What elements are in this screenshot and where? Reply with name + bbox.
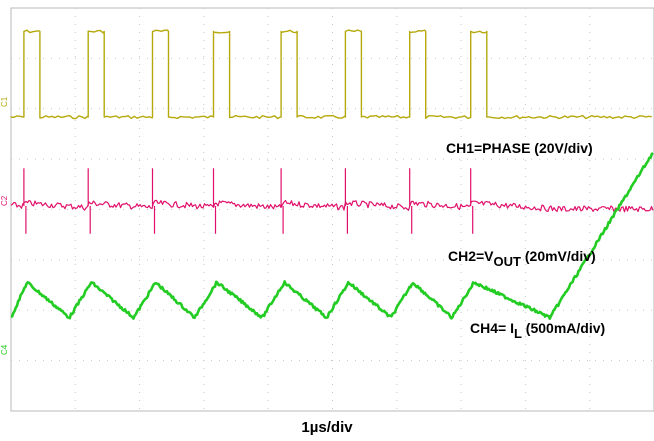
- channel-marker: C2: [0, 195, 9, 206]
- channel-marker: C1: [0, 96, 9, 107]
- ch4-label: CH4= IL (500mA/div): [470, 320, 605, 341]
- traces: [10, 29, 654, 320]
- x-axis-label: 1µs/div: [301, 419, 353, 436]
- ch1-label: CH1=PHASE (20V/div): [446, 140, 593, 156]
- ch1-trace: [10, 29, 652, 120]
- channel-marker: C4: [0, 344, 9, 355]
- plot-area: [10, 7, 654, 412]
- ch2-label: CH2=VOUT (20mV/div): [448, 248, 596, 269]
- ch4-trace: [10, 152, 654, 320]
- ch2-trace: [10, 168, 654, 234]
- channel-markers: C1 C2 C4: [0, 96, 9, 355]
